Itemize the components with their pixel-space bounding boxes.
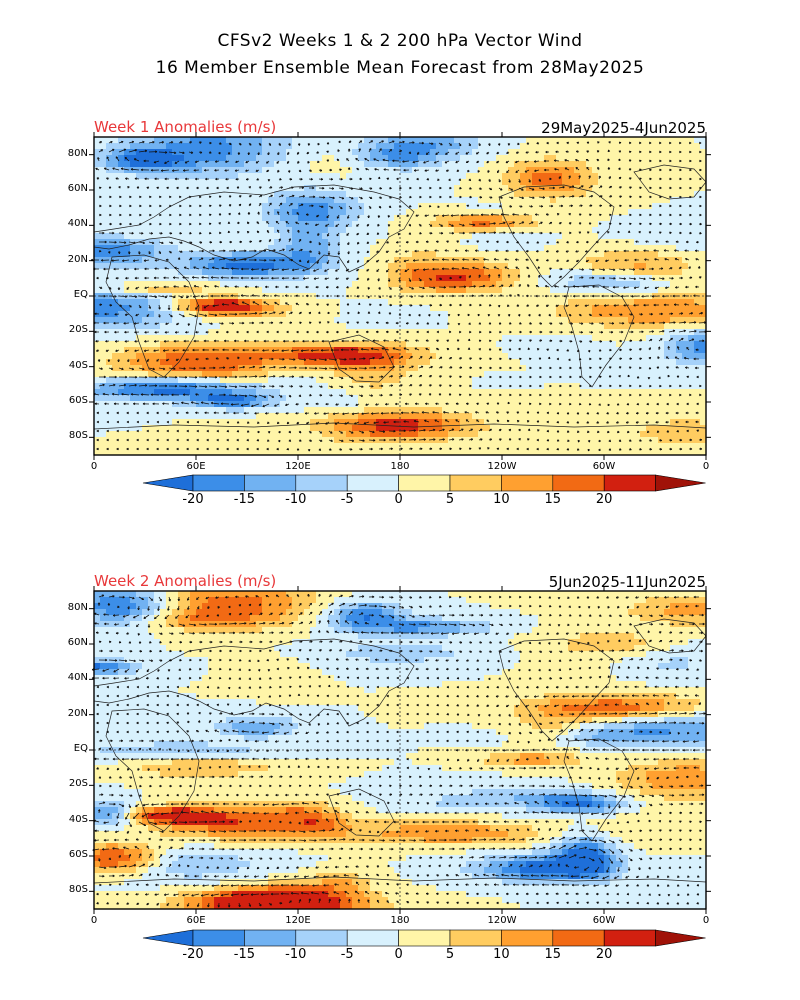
lon-label: 120E bbox=[278, 461, 318, 472]
colorbar-label: 20 bbox=[584, 947, 624, 962]
colorbar-label: -20 bbox=[173, 492, 213, 507]
title-line1: CFSv2 Weeks 1 & 2 200 hPa Vector Wind bbox=[0, 31, 800, 51]
lat-label: 80N bbox=[58, 602, 88, 613]
lon-label: 60W bbox=[584, 915, 624, 926]
wind-vectors bbox=[90, 140, 707, 452]
lon-label: 60E bbox=[176, 915, 216, 926]
colorbar-label: 15 bbox=[533, 947, 573, 962]
axis-ticks bbox=[89, 586, 711, 914]
colorbar-segment bbox=[552, 929, 605, 947]
lat-label: 80S bbox=[58, 430, 88, 441]
colorbar-label: -5 bbox=[327, 947, 367, 962]
lon-label: 180 bbox=[380, 461, 420, 472]
lon-label: 120E bbox=[278, 915, 318, 926]
lat-label: 60N bbox=[58, 637, 88, 648]
coastlines bbox=[93, 618, 707, 884]
week1-colorbar bbox=[142, 474, 706, 492]
colorbar-segment bbox=[501, 474, 554, 492]
lat-label: 20S bbox=[58, 324, 88, 335]
panel2-date-range: 5Jun2025-11Jun2025 bbox=[506, 573, 706, 591]
panel1-label: Week 1 Anomalies (m/s) bbox=[94, 118, 276, 136]
colorbar-label: -10 bbox=[276, 492, 316, 507]
colorbar-left-arrow bbox=[142, 474, 194, 492]
colorbar-segment bbox=[603, 929, 656, 947]
colorbar-segment bbox=[295, 474, 348, 492]
lon-label: 0 bbox=[686, 915, 726, 926]
colorbar-label: 5 bbox=[430, 947, 470, 962]
anomaly-shading bbox=[94, 137, 706, 455]
colorbar-segment bbox=[449, 474, 502, 492]
colorbar-label: 5 bbox=[430, 492, 470, 507]
lon-label: 120W bbox=[482, 461, 522, 472]
lon-label: 0 bbox=[686, 461, 726, 472]
colorbar-label: 0 bbox=[379, 947, 419, 962]
lon-label: 0 bbox=[74, 461, 114, 472]
lat-label: 60S bbox=[58, 395, 88, 406]
lat-label: 20N bbox=[58, 254, 88, 265]
colorbar-segment bbox=[192, 929, 245, 947]
lon-label: 60W bbox=[584, 461, 624, 472]
lat-label: 40S bbox=[58, 814, 88, 825]
lon-label: 0 bbox=[74, 915, 114, 926]
colorbar-segment bbox=[398, 474, 451, 492]
week2-colorbar bbox=[142, 929, 706, 947]
lat-label: 80N bbox=[58, 148, 88, 159]
wind-vectors bbox=[91, 593, 706, 908]
panel1-date-range: 29May2025-4Jun2025 bbox=[506, 119, 706, 137]
colorbar-label: -15 bbox=[224, 947, 264, 962]
panel2-label: Week 2 Anomalies (m/s) bbox=[94, 572, 276, 590]
lat-label: 20S bbox=[58, 778, 88, 789]
colorbar-segment bbox=[449, 929, 502, 947]
colorbar-label: 10 bbox=[481, 947, 521, 962]
coastlines bbox=[93, 164, 707, 430]
axis-ticks bbox=[89, 132, 711, 460]
colorbar-segment bbox=[346, 474, 399, 492]
colorbar-right-arrow bbox=[655, 929, 706, 947]
title-line2: 16 Member Ensemble Mean Forecast from 28… bbox=[0, 58, 800, 78]
colorbar-label: 20 bbox=[584, 492, 624, 507]
colorbar-label: -5 bbox=[327, 492, 367, 507]
colorbar-label: -15 bbox=[224, 492, 264, 507]
week1-anomaly-map bbox=[89, 132, 711, 460]
lat-label: EQ bbox=[58, 289, 88, 300]
colorbar-segment bbox=[192, 474, 245, 492]
colorbar-label: -10 bbox=[276, 947, 316, 962]
lat-label: 40N bbox=[58, 218, 88, 229]
colorbar-segment bbox=[295, 929, 348, 947]
lon-label: 60E bbox=[176, 461, 216, 472]
colorbar-segment bbox=[603, 474, 656, 492]
lon-label: 120W bbox=[482, 915, 522, 926]
colorbar-left-arrow bbox=[142, 929, 194, 947]
lat-label: 80S bbox=[58, 884, 88, 895]
lat-label: 60S bbox=[58, 849, 88, 860]
colorbar-label: -20 bbox=[173, 947, 213, 962]
colorbar-segment bbox=[501, 929, 554, 947]
colorbar-label: 10 bbox=[481, 492, 521, 507]
lat-label: EQ bbox=[58, 743, 88, 754]
colorbar-label: 15 bbox=[533, 492, 573, 507]
colorbar-segment bbox=[346, 929, 399, 947]
colorbar-right-arrow bbox=[655, 474, 706, 492]
lat-label: 40N bbox=[58, 672, 88, 683]
week2-anomaly-map bbox=[89, 586, 711, 914]
lat-label: 60N bbox=[58, 183, 88, 194]
colorbar-label: 0 bbox=[379, 492, 419, 507]
colorbar-segment bbox=[244, 929, 297, 947]
colorbar-segment bbox=[552, 474, 605, 492]
lat-label: 40S bbox=[58, 360, 88, 371]
colorbar-segment bbox=[398, 929, 451, 947]
colorbar-segment bbox=[244, 474, 297, 492]
anomaly-shading bbox=[94, 591, 706, 909]
lon-label: 180 bbox=[380, 915, 420, 926]
lat-label: 20N bbox=[58, 708, 88, 719]
